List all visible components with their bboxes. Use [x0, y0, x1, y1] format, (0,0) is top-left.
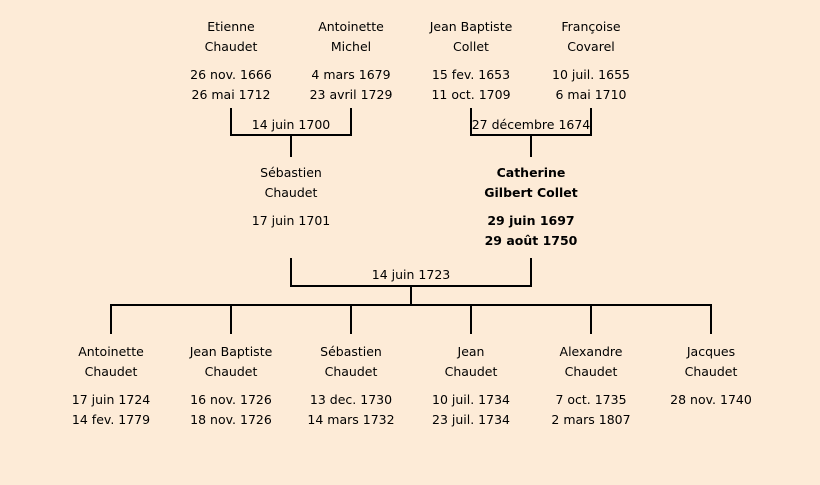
- person-death-date: 29 août 1750: [484, 233, 578, 248]
- person-last-name: Chaudet: [564, 364, 618, 379]
- person-birth-date: 7 oct. 1735: [555, 392, 627, 407]
- person-death-date: 2 mars 1807: [551, 412, 631, 427]
- connector-grandparents-collet: [470, 108, 592, 157]
- person-last-name: Collet: [453, 39, 489, 54]
- person-birth-date: 10 juil. 1655: [552, 67, 630, 82]
- person-death-date: 23 avril 1729: [309, 87, 393, 102]
- person-birth-date: 10 juil. 1734: [432, 392, 510, 407]
- person-birth-date: 13 dec. 1730: [309, 392, 393, 407]
- marriage-date: 14 juin 1700: [251, 117, 331, 132]
- person-birth-date: 29 juin 1697: [487, 213, 575, 228]
- person-last-name: Chaudet: [684, 364, 738, 379]
- person-first-name: Alexandre: [559, 344, 623, 359]
- person-death-date: 26 mai 1712: [191, 87, 271, 102]
- person-last-name: Chaudet: [84, 364, 138, 379]
- person-last-name: Chaudet: [324, 364, 378, 379]
- person-first-name: Jean Baptiste: [429, 19, 513, 34]
- person-death-date: 14 fev. 1779: [71, 412, 151, 427]
- person-first-name: Sébastien: [320, 344, 382, 359]
- person-birth-date: 28 nov. 1740: [670, 392, 752, 407]
- person-first-name: Antoinette: [318, 19, 384, 34]
- person-birth-date: 15 fev. 1653: [431, 67, 511, 82]
- connector-parents: [290, 258, 532, 305]
- person-death-date: 14 mars 1732: [307, 412, 395, 427]
- person-last-name: Michel: [330, 39, 372, 54]
- person-birth-date: 16 nov. 1726: [190, 392, 272, 407]
- person-first-name: Etienne: [207, 19, 255, 34]
- person-last-name: Covarel: [567, 39, 615, 54]
- person-first-name: Jean: [457, 344, 485, 359]
- person-birth-date: 17 juin 1701: [251, 213, 331, 228]
- person-birth-date: 17 juin 1724: [71, 392, 151, 407]
- marriage-date: 27 décembre 1674: [471, 117, 591, 132]
- person-first-name: Jean Baptiste: [189, 344, 273, 359]
- person-last-name: Chaudet: [444, 364, 498, 379]
- person-birth-date: 4 mars 1679: [311, 67, 391, 82]
- connector-grandparents-chaudet: [230, 108, 352, 157]
- person-first-name: Françoise: [561, 19, 621, 34]
- person-last-name: Chaudet: [264, 185, 318, 200]
- person-first-name: Sébastien: [260, 165, 322, 180]
- marriage-date: 14 juin 1723: [371, 267, 451, 282]
- person-last-name: Gilbert Collet: [484, 185, 578, 200]
- person-last-name: Chaudet: [204, 39, 258, 54]
- person-first-name: Jacques: [686, 344, 736, 359]
- person-death-date: 18 nov. 1726: [190, 412, 272, 427]
- connector-children: [110, 304, 712, 334]
- person-death-date: 11 oct. 1709: [431, 87, 511, 102]
- person-death-date: 6 mai 1710: [555, 87, 627, 102]
- person-first-name: Catherine: [496, 165, 566, 180]
- person-death-date: 23 juil. 1734: [432, 412, 510, 427]
- person-last-name: Chaudet: [204, 364, 258, 379]
- person-first-name: Antoinette: [78, 344, 144, 359]
- person-birth-date: 26 nov. 1666: [190, 67, 272, 82]
